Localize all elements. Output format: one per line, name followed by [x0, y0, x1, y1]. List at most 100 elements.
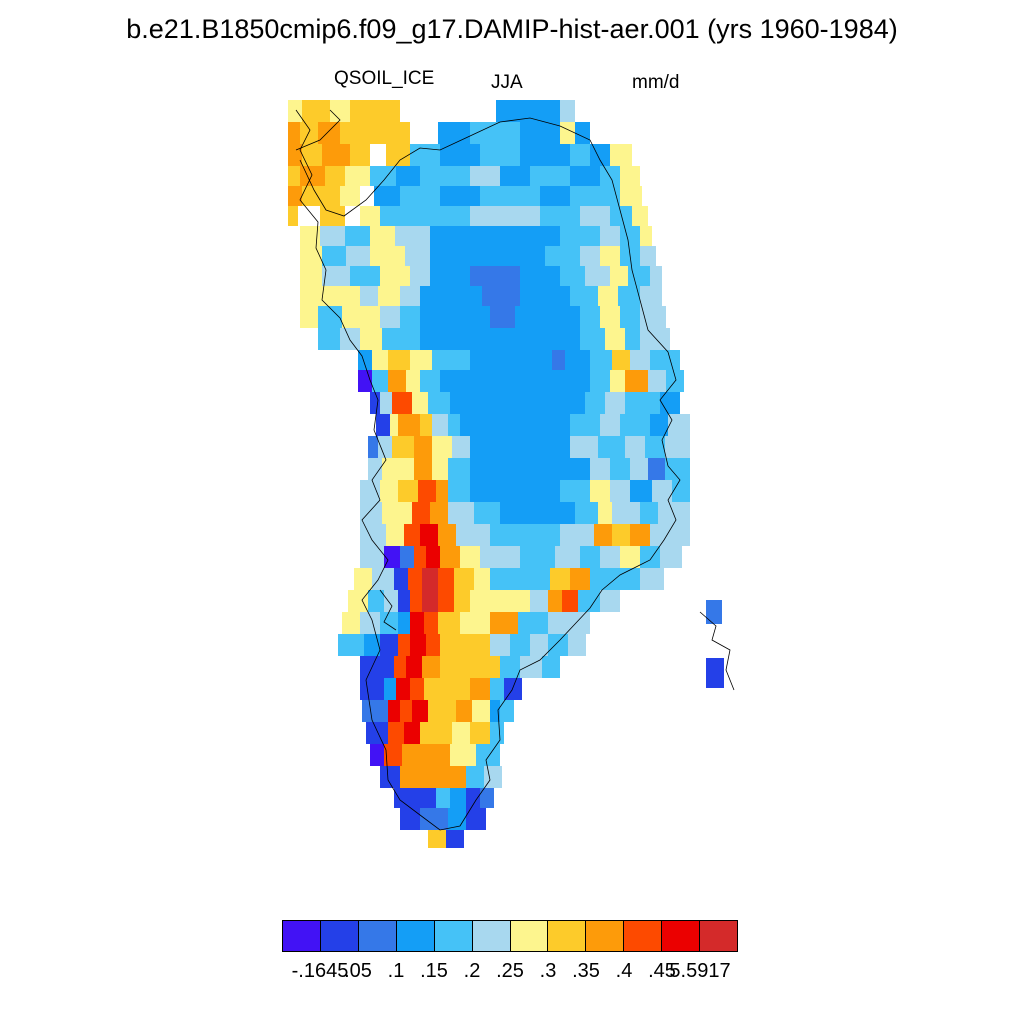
map-cell — [420, 286, 482, 306]
map-cell — [520, 656, 542, 678]
map-cell — [590, 458, 610, 480]
map-cell — [434, 808, 448, 830]
map-cell — [470, 436, 570, 458]
map-cell — [412, 392, 428, 414]
map-cell — [550, 568, 570, 590]
map-cell — [400, 328, 420, 350]
colorbar-swatch — [358, 921, 397, 951]
map-cell — [378, 436, 392, 458]
map-cell — [368, 458, 382, 480]
map-cell — [322, 144, 350, 166]
map-cell — [440, 144, 480, 166]
map-cell — [660, 392, 680, 414]
map-cell — [500, 166, 530, 186]
map-cell — [496, 100, 560, 122]
map-cell — [500, 700, 514, 722]
colorbar-tick-label: .35 — [572, 960, 600, 982]
map-cell — [472, 700, 490, 722]
map-cell — [410, 612, 424, 634]
map-cell — [570, 286, 598, 306]
map-cell — [404, 524, 420, 546]
map-cell — [318, 306, 342, 328]
map-cell — [300, 266, 322, 286]
map-cell — [590, 568, 610, 590]
map-cell — [302, 144, 322, 166]
map-cell — [610, 144, 632, 166]
coastline — [295, 109, 735, 831]
map-cell — [570, 144, 590, 166]
colorbar-tick-label: .1 — [387, 960, 405, 982]
map-cell — [420, 524, 438, 546]
map-cell — [426, 634, 440, 656]
map-cell — [645, 436, 665, 458]
map-cell — [348, 590, 368, 612]
map-cell — [350, 266, 380, 286]
map-cell — [640, 286, 662, 306]
map-cell — [410, 634, 426, 656]
map-cell — [490, 634, 510, 656]
map-cell — [384, 590, 398, 612]
map-cell — [515, 306, 580, 328]
map-cell — [388, 370, 406, 392]
map-cell — [414, 436, 432, 458]
map-cell — [420, 808, 434, 830]
map-cell — [370, 246, 405, 266]
map-cell — [388, 350, 410, 370]
map-cell — [530, 634, 548, 656]
map-cell — [372, 568, 394, 590]
map-cell — [342, 306, 362, 328]
map-cell — [570, 436, 598, 458]
map-cell — [560, 226, 600, 246]
map-cell — [630, 524, 650, 546]
map-cell — [652, 480, 672, 502]
map-cell — [474, 568, 490, 590]
colorbar-swatch — [434, 921, 473, 951]
map-cell — [408, 568, 422, 590]
map-cell — [460, 612, 490, 634]
map-cell — [398, 612, 410, 634]
map-cell — [575, 502, 598, 524]
map-cell — [640, 246, 656, 266]
map-cell — [570, 568, 590, 590]
units-label: mm/d — [632, 72, 680, 93]
map-cell — [440, 634, 470, 656]
map-cell — [448, 458, 470, 480]
map-cell — [470, 590, 490, 612]
map-cell — [340, 186, 360, 206]
map-cell — [362, 700, 388, 722]
map-cell — [400, 502, 412, 524]
map-cell — [585, 392, 605, 414]
map-cell — [412, 502, 430, 524]
map-cell — [420, 206, 470, 226]
map-cell — [470, 166, 500, 186]
colorbar-swatch — [548, 921, 587, 951]
map-cell — [346, 246, 370, 266]
map-cell — [320, 226, 345, 246]
coastline-segment — [699, 611, 735, 691]
map-cell — [380, 266, 410, 286]
map-cell — [648, 458, 665, 480]
map-cell — [400, 700, 412, 722]
map-cell — [368, 436, 378, 458]
map-cell — [370, 392, 380, 414]
map-cell — [540, 206, 580, 226]
map-cell — [632, 206, 648, 226]
map-cell — [706, 658, 724, 688]
map-cell — [420, 722, 452, 744]
map-cell — [560, 266, 585, 286]
map-cell — [420, 766, 446, 788]
map-cell — [384, 678, 396, 700]
map-cell — [430, 502, 448, 524]
map-cell — [610, 458, 630, 480]
map-cell — [476, 744, 500, 766]
map-cell — [448, 414, 460, 436]
map-cell — [420, 414, 432, 436]
map-cells — [288, 100, 724, 848]
map-cell — [288, 122, 300, 144]
map-cell — [520, 144, 570, 166]
map-cell — [380, 612, 398, 634]
map-cell — [422, 590, 438, 612]
map-cell — [630, 458, 648, 480]
map-cell — [424, 678, 446, 700]
map-cell — [436, 788, 450, 808]
